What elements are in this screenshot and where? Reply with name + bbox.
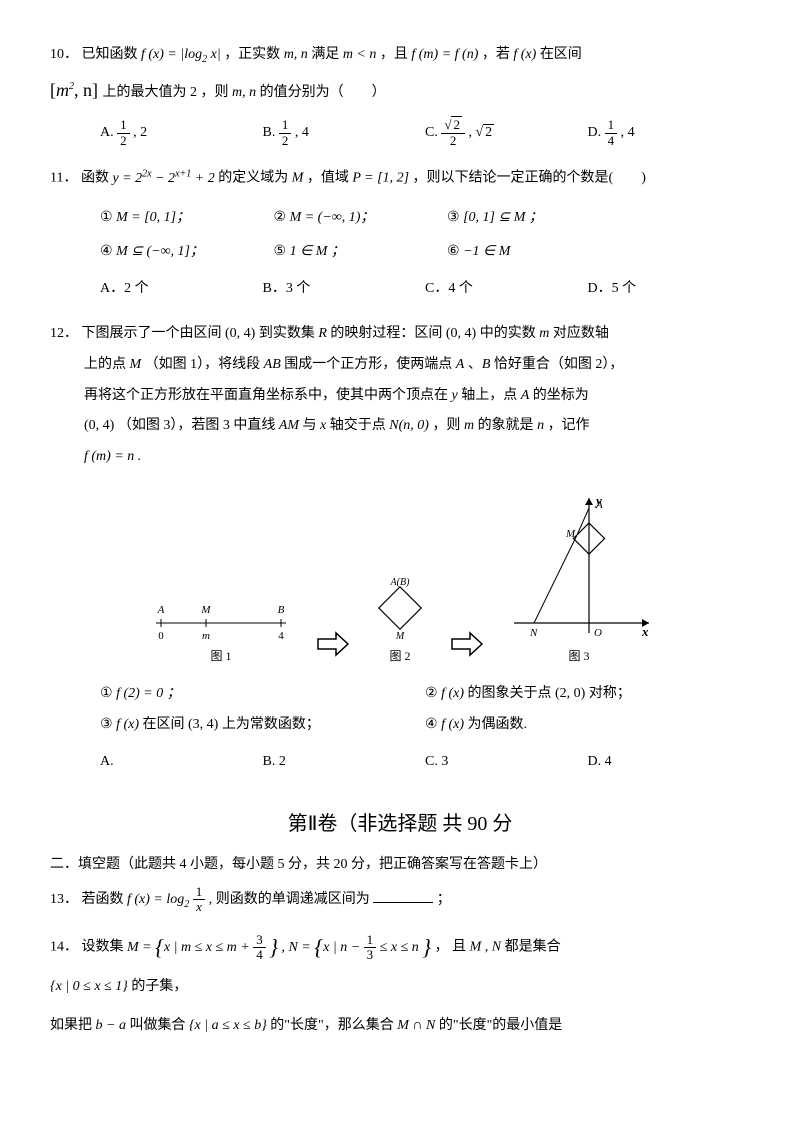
- fig1-label: 图 1: [146, 643, 296, 669]
- sub-1: ① f (2) = 0 ；: [100, 679, 425, 710]
- q10-options: A. 12 , 2 B. 12 , 4 C. √22 , √2 D. 14 , …: [50, 118, 750, 149]
- cond: f (m) = f (n): [411, 47, 478, 62]
- fig2-label: 图 2: [370, 643, 430, 669]
- option-d[interactable]: D. 4: [588, 747, 751, 778]
- question-12: 12． 下图展示了一个由区间 (0, 4) 到实数集 R 的映射过程：区间 (0…: [50, 319, 750, 473]
- question-11: 11． 函数 y = 22x − 2x+1 + 2 的定义域为 M ，值域 P …: [50, 163, 750, 194]
- q12-subs-row1: ① f (2) = 0 ； ② f (x) 的图象关于点 (2, 0) 对称；: [50, 679, 750, 710]
- q12-subs-row2: ③ f (x) 在区间 (3, 4) 上为常数函数； ④ f (x) 为偶函数.: [50, 710, 750, 741]
- text: 上的最大值为 2 ，则: [103, 85, 233, 100]
- q14-line3: 如果把 b − a 叫做集合 {x | a ≤ x ≤ b} 的"长度"，那么集…: [50, 1011, 750, 1042]
- q-number: 10．: [50, 47, 78, 62]
- svg-text:A(B): A(B): [390, 577, 411, 588]
- text: 已知函数: [82, 47, 142, 62]
- svg-text:B: B: [278, 604, 285, 616]
- bracket: [m2, n]: [50, 80, 98, 100]
- option-a[interactable]: A. 12 , 2: [100, 118, 263, 149]
- svg-text:A: A: [157, 604, 165, 616]
- figure-1: A 0 M m B 4 图 1: [146, 593, 296, 669]
- option-c[interactable]: C. 3: [425, 747, 588, 778]
- sub-3: ③ f (x) 在区间 (3, 4) 上为常数函数；: [100, 710, 425, 741]
- sub-4: ④ f (x) 为偶函数.: [425, 710, 750, 741]
- q12-line5: f (m) = n .: [50, 442, 750, 473]
- option-b[interactable]: B. 2: [263, 747, 426, 778]
- question-13: 13． 若函数 f (x) = log2 1x , 则函数的单调递减区间为 ；: [50, 885, 750, 916]
- arrow-icon: [450, 619, 484, 669]
- svg-text:4: 4: [278, 630, 284, 642]
- fig2-svg: A(B) M: [370, 573, 430, 643]
- text: ，若: [482, 47, 514, 62]
- text: ，正实数: [224, 47, 284, 62]
- fig3-label: 图 3: [504, 643, 654, 669]
- question-10: 10． 已知函数 f (x) = |log2 x| ，正实数 m, n 满足 m…: [50, 40, 750, 110]
- section-2-title: 第Ⅱ卷（非选择题 共 90 分: [50, 802, 750, 846]
- q12-options: A. B. 2 C. 3 D. 4: [50, 747, 750, 778]
- q11-subs-row2: ④ M ⊆ (−∞, 1]； ⑤ 1 ∈ M ； ⑥ −1 ∈ M: [50, 237, 750, 268]
- q-number: 12．: [50, 326, 78, 341]
- text: 的定义域为: [218, 171, 292, 186]
- sub-1: ① M = [0, 1]；: [100, 203, 250, 234]
- formula: f (x) = log2 1x: [127, 892, 209, 907]
- option-b[interactable]: B．3 个: [263, 274, 426, 305]
- sub-2: ② M = (−∞, 1)；: [274, 203, 424, 234]
- option-a[interactable]: A．2 个: [100, 274, 263, 305]
- text: ，则以下结论一定正确的个数是( ): [413, 171, 646, 186]
- formula: y = 22x − 2x+1 + 2: [112, 171, 218, 186]
- sub-5: ⑤ 1 ∈ M ；: [274, 237, 424, 268]
- set-N: , N = {x | n − 13 ≤ x ≤ n }: [282, 940, 435, 955]
- svg-text:M: M: [200, 604, 211, 616]
- fig1-svg: A 0 M m B 4: [146, 593, 296, 643]
- q-number: 14．: [50, 940, 78, 955]
- figure-2: A(B) M 图 2: [370, 573, 430, 669]
- text: 的值分别为（ ）: [260, 85, 386, 100]
- q-number: 13．: [50, 892, 78, 907]
- svg-text:N: N: [529, 627, 538, 639]
- svg-text:0: 0: [158, 630, 164, 642]
- sub-3: ③ [0, 1] ⊆ M ；: [447, 203, 597, 234]
- sub-6: ⑥ −1 ∈ M: [447, 237, 597, 268]
- cond: P = [1, 2]: [352, 171, 409, 186]
- option-c[interactable]: C. √22 , √2: [425, 118, 588, 149]
- option-c[interactable]: C．4 个: [425, 274, 588, 305]
- q12-line3: 再将这个正方形放在平面直角坐标系中，使其中两个顶点在 y 轴上，点 A 的坐标为: [50, 381, 750, 412]
- text: ，且: [380, 47, 412, 62]
- svg-text:m: m: [202, 630, 210, 642]
- q12-figures: A 0 M m B 4 图 1 A(B) M 图 2: [50, 493, 750, 669]
- q11-options: A．2 个 B．3 个 C．4 个 D．5 个: [50, 274, 750, 305]
- q12-line2: 上的点 M （如图 1），将线段 AB 围成一个正方形，使两端点 A 、B 恰好…: [50, 350, 750, 381]
- svg-text:y: y: [594, 493, 602, 508]
- sub-2: ② f (x) 的图象关于点 (2, 0) 对称；: [425, 679, 750, 710]
- var: m, n: [232, 85, 256, 100]
- option-d[interactable]: D．5 个: [588, 274, 751, 305]
- text: 在区间: [540, 47, 582, 62]
- var: M: [292, 171, 304, 186]
- svg-text:x: x: [641, 624, 649, 639]
- q12-line4: (0, 4) （如图 3），若图 3 中直线 AM 与 x 轴交于点 N(n, …: [50, 411, 750, 442]
- option-d[interactable]: D. 14 , 4: [588, 118, 751, 149]
- q11-subs-row1: ① M = [0, 1]； ② M = (−∞, 1)； ③ [0, 1] ⊆ …: [50, 203, 750, 234]
- svg-text:M: M: [565, 528, 576, 540]
- text: ，值域: [307, 171, 353, 186]
- text: 函数: [81, 171, 113, 186]
- svg-text:O: O: [594, 627, 602, 639]
- blank-input[interactable]: [373, 888, 433, 903]
- text: 满足: [311, 47, 343, 62]
- arrow-icon: [316, 619, 350, 669]
- q-number: 11．: [50, 171, 77, 186]
- sub-4: ④ M ⊆ (−∞, 1]；: [100, 237, 250, 268]
- section-2-heading: 二．填空题（此题共 4 小题，每小题 5 分，共 20 分，把正确答案写在答题卡…: [50, 850, 750, 881]
- option-b[interactable]: B. 12 , 4: [263, 118, 426, 149]
- fig3-svg: A M N O x y: [504, 493, 654, 643]
- option-a[interactable]: A.: [100, 747, 263, 778]
- fx: f (x): [513, 47, 536, 62]
- svg-text:M: M: [395, 631, 405, 642]
- cond: m < n: [343, 47, 377, 62]
- question-14: 14． 设数集 M = {x | m ≤ x ≤ m + 34 } , N = …: [50, 923, 750, 1002]
- formula: f (x) = |log2 x|: [141, 47, 224, 62]
- set-M: M = {x | m ≤ x ≤ m + 34 }: [127, 940, 282, 955]
- figure-3: A M N O x y 图 3: [504, 493, 654, 669]
- var: m, n: [284, 47, 308, 62]
